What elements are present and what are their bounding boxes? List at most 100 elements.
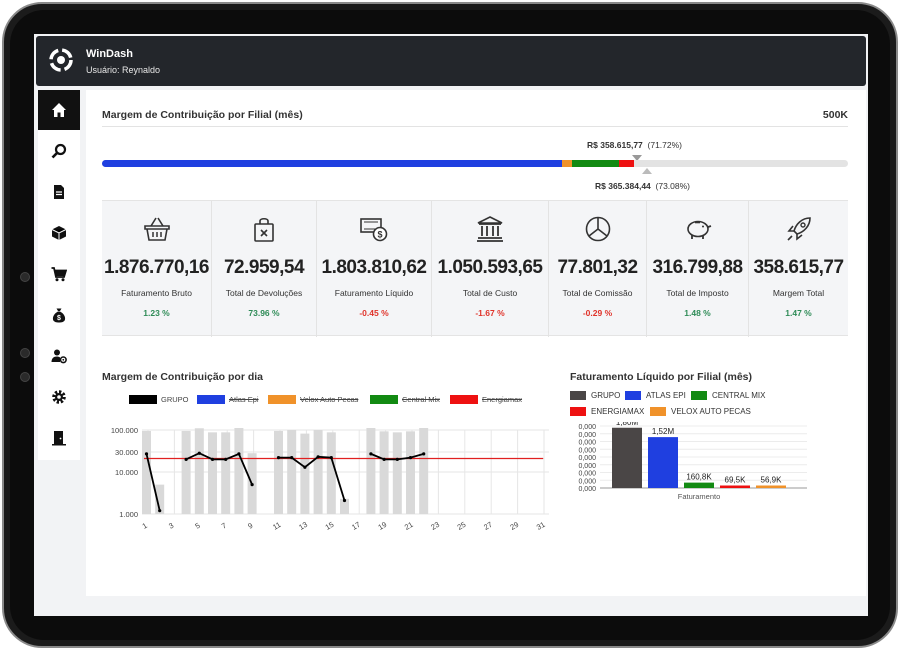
x-tick-label: 31 <box>535 520 547 532</box>
current-margin-value: R$ 358.615,77 <box>587 140 643 150</box>
branch-revenue-chart: 0,0000,0000,0000,0000,0000,0000,0000,000… <box>578 422 807 501</box>
legend-velox[interactable]: Velox Auto Pecas <box>268 395 358 404</box>
sidebar-item-users[interactable] <box>38 336 80 376</box>
legend-label: ATLAS EPI <box>646 391 686 400</box>
home-icon <box>52 103 66 117</box>
sidebar-item-products[interactable] <box>38 213 80 253</box>
kpi-custo: 1.050.593,65 Total de Custo -1.67 % <box>432 201 549 337</box>
current-marker <box>632 155 642 161</box>
legend-central-mix[interactable]: Central Mix <box>370 395 440 404</box>
kpi-label: Total de Custo <box>462 288 518 298</box>
chart-bar <box>287 430 297 514</box>
x-tick-label: 9 <box>246 521 254 531</box>
gear-icon <box>52 390 66 404</box>
sidebar-item-settings[interactable] <box>38 377 80 417</box>
series-point <box>303 465 307 469</box>
sidebar-item-home[interactable] <box>38 90 80 130</box>
chart-bar <box>313 430 323 514</box>
cash-icon: $ <box>360 218 388 242</box>
target-margin-value: R$ 365.384,44 <box>595 181 651 191</box>
legend-label: GRUPO <box>591 391 621 400</box>
top-bar: WinDash Usuário: Reynaldo <box>36 36 866 86</box>
legend-energiamax[interactable]: Energiamax <box>450 395 522 404</box>
x-tick-label: 25 <box>456 520 468 532</box>
x-tick-label: 15 <box>324 520 336 532</box>
series-point <box>184 457 188 461</box>
legend-atlas-epi[interactable]: Atlas Epi <box>197 395 259 404</box>
chart-bar <box>181 430 191 514</box>
app-name: WinDash <box>86 48 133 60</box>
y-tick-label: 0,000 <box>578 463 596 470</box>
y-tick-label: 0,000 <box>578 424 596 431</box>
legend-atlas-epi[interactable]: ATLAS EPI <box>625 391 686 400</box>
sidebar-item-search[interactable] <box>38 131 80 171</box>
sidebar: $ <box>38 90 80 460</box>
chart-bar <box>612 427 642 488</box>
legend-label: Central Mix <box>402 395 440 404</box>
chart-bar <box>720 485 750 488</box>
kpi-change: 1.48 % <box>684 308 711 318</box>
kpi-comissao: 77.801,32 Total de Comissão -0.29 % <box>549 201 647 337</box>
svg-text:$: $ <box>377 230 382 240</box>
legend-grupo[interactable]: GRUPO <box>129 395 189 404</box>
margin-progress-bar <box>102 160 848 167</box>
series-point <box>342 498 347 503</box>
x-tick-label: 5 <box>193 521 201 531</box>
legend-energiamax[interactable]: ENERGIAMAX <box>570 407 644 416</box>
y-tick-label: 0,000 <box>578 478 596 485</box>
goal-label: 500K <box>822 109 848 121</box>
legend-swatch <box>570 407 586 416</box>
chart-bar <box>684 482 714 488</box>
chart-bar <box>756 485 786 488</box>
legend-central-mix[interactable]: CENTRAL MIX <box>691 391 766 400</box>
chart-bar <box>234 428 244 514</box>
kpi-margem-total: 358.615,77 Margem Total 1.47 % <box>749 201 848 337</box>
target-margin-annotation: R$ 365.384,44 (73.08%) <box>595 181 690 191</box>
sidebar-item-sales[interactable] <box>38 254 80 294</box>
sidebar-item-logout[interactable] <box>38 418 80 458</box>
chart-bar <box>300 433 310 514</box>
target-marker <box>642 168 652 174</box>
chart-bar <box>366 428 376 514</box>
y-tick-label: 0,000 <box>578 455 596 462</box>
side-button <box>20 348 30 358</box>
x-tick-label: 1 <box>141 521 149 531</box>
series-line <box>185 452 253 485</box>
kpi-label: Total de Imposto <box>666 288 729 298</box>
series-point <box>237 452 241 456</box>
legend-swatch <box>370 395 398 404</box>
kpi-devolucoes: 72.959,54 Total de Devoluções 73.96 % <box>212 201 317 337</box>
chart-bar <box>274 430 283 514</box>
money-bag-icon: $ <box>52 308 66 323</box>
user-name: Usuário: Reynaldo <box>86 65 161 75</box>
svg-text:$: $ <box>57 315 61 322</box>
kpi-value: 358.615,77 <box>753 257 844 278</box>
kpi-change: -1.67 % <box>475 308 505 318</box>
chart-bar <box>419 428 429 514</box>
y-tick-label: 10.000 <box>115 468 138 477</box>
legend-label: ENERGIAMAX <box>591 407 645 416</box>
kpi-value: 1.876.770,16 <box>104 257 209 278</box>
legend-velox[interactable]: VELOX AUTO PECAS <box>650 407 751 416</box>
y-tick-label: 0,000 <box>578 447 596 454</box>
pie-icon <box>585 216 610 242</box>
series-point <box>316 455 320 459</box>
rocket-icon <box>786 217 811 241</box>
series-point <box>422 452 426 456</box>
cart-icon <box>51 267 67 282</box>
kpi-label: Total de Devoluções <box>225 288 303 298</box>
x-tick-label: 27 <box>482 520 494 532</box>
x-tick-label: 17 <box>350 520 362 532</box>
legend-grupo[interactable]: GRUPO <box>570 391 620 400</box>
legend-swatch <box>197 395 225 404</box>
segment-velox-auto-pecas <box>562 160 572 167</box>
data-label: 69,5K <box>725 476 747 485</box>
series-point <box>210 457 215 461</box>
chart-bar <box>194 428 204 514</box>
series-point <box>144 452 149 456</box>
kpi-value: 1.050.593,65 <box>437 257 543 278</box>
sidebar-item-documents[interactable] <box>38 172 80 212</box>
sidebar-item-finance[interactable]: $ <box>38 295 80 335</box>
legend-label: Energiamax <box>482 395 523 404</box>
